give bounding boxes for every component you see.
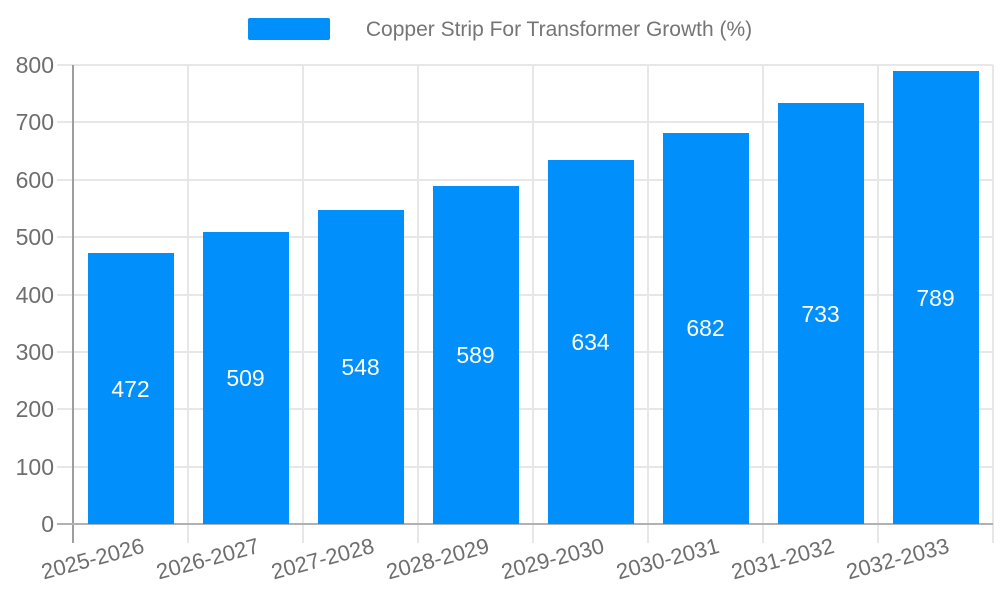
x-axis-line <box>57 523 993 525</box>
x-gridline <box>647 65 649 543</box>
y-axis-tick-label: 300 <box>15 338 54 365</box>
x-axis-tick-label: 2027-2028 <box>268 533 377 585</box>
y-gridline <box>57 236 993 239</box>
legend-label: Copper Strip For Transformer Growth (%) <box>365 17 753 41</box>
bar-value-label: 548 <box>341 353 380 380</box>
x-gridline <box>992 65 994 543</box>
bar[interactable] <box>777 103 864 524</box>
x-axis-tick-label: 2029-2030 <box>498 533 607 585</box>
bar[interactable] <box>202 231 289 524</box>
y-gridline <box>57 408 993 411</box>
bar[interactable] <box>317 209 404 524</box>
y-axis-tick-label: 400 <box>15 281 54 308</box>
y-gridline <box>57 178 993 181</box>
x-gridline <box>877 65 879 543</box>
y-gridline <box>57 121 993 124</box>
x-axis-tick-label: 2026-2027 <box>153 533 262 585</box>
x-axis-tick-label: 2031-2032 <box>728 533 837 585</box>
y-axis-tick-label: 600 <box>15 166 54 193</box>
x-axis-tick-label: 2030-2031 <box>613 533 722 585</box>
x-gridline <box>762 65 764 543</box>
y-axis-tick-label: 700 <box>15 109 54 136</box>
y-axis-tick-label: 800 <box>15 52 54 78</box>
bar[interactable] <box>662 132 749 524</box>
y-gridline <box>57 350 993 353</box>
bar-value-label: 733 <box>801 300 840 327</box>
x-gridline <box>532 65 534 543</box>
bar-value-label: 509 <box>226 364 265 391</box>
y-axis-tick-label: 200 <box>15 396 54 423</box>
y-axis-line <box>72 65 74 543</box>
bar-value-label: 589 <box>456 342 495 369</box>
bar[interactable] <box>432 186 519 524</box>
bar-value-label: 682 <box>686 315 725 342</box>
y-gridline <box>57 293 993 296</box>
bar-value-label: 634 <box>571 329 610 356</box>
bar[interactable] <box>892 71 979 524</box>
legend-swatch[interactable] <box>247 18 330 40</box>
x-gridline <box>302 65 304 543</box>
y-gridline <box>57 64 993 66</box>
y-axis-tick-label: 0 <box>41 511 54 537</box>
x-gridline <box>187 65 189 543</box>
bar[interactable] <box>87 253 174 524</box>
y-axis-tick-label: 500 <box>15 224 54 251</box>
bar[interactable] <box>547 160 634 524</box>
legend[interactable]: Copper Strip For Transformer Growth (%) <box>0 18 1000 40</box>
x-axis-tick-label: 2028-2029 <box>383 533 492 585</box>
x-axis-tick-label: 2025-2026 <box>38 533 147 585</box>
y-gridline <box>57 465 993 468</box>
y-axis-tick-label: 100 <box>15 453 54 480</box>
x-axis-tick-label: 2032-2033 <box>843 533 952 585</box>
bar-value-label: 789 <box>916 284 955 311</box>
x-gridline <box>417 65 419 543</box>
bar-value-label: 472 <box>111 375 150 402</box>
